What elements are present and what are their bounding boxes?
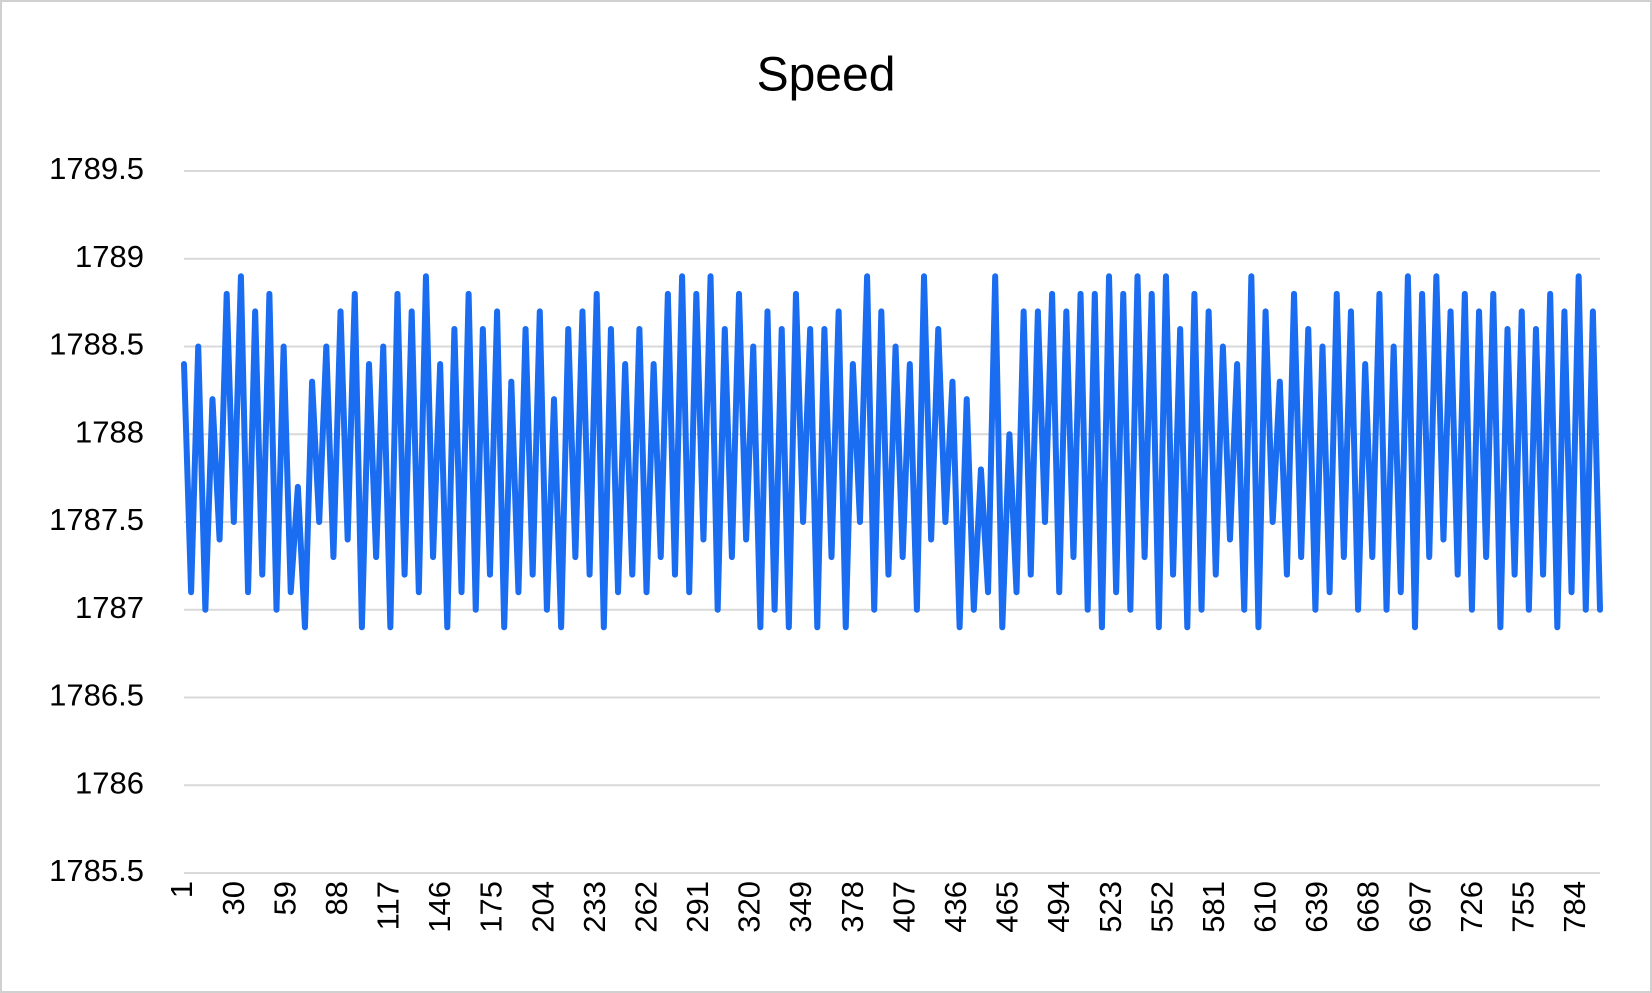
y-tick-label: 1788 bbox=[75, 414, 144, 449]
x-tick-label: 291 bbox=[680, 881, 715, 933]
x-tick-label: 523 bbox=[1093, 881, 1128, 933]
x-tick-label: 320 bbox=[732, 881, 767, 933]
y-tick-label: 1789.5 bbox=[49, 151, 144, 186]
x-tick-label: 755 bbox=[1505, 881, 1540, 933]
y-tick-label: 1787.5 bbox=[49, 502, 144, 537]
x-tick-label: 378 bbox=[835, 881, 870, 933]
x-tick-label: 494 bbox=[1041, 881, 1076, 933]
y-tick-label: 1786 bbox=[75, 765, 144, 800]
x-tick-label: 88 bbox=[319, 881, 354, 915]
x-tick-label: 349 bbox=[783, 881, 818, 933]
x-tick-label: 465 bbox=[990, 881, 1025, 933]
chart-title: Speed bbox=[757, 49, 896, 102]
x-tick-label: 639 bbox=[1299, 881, 1334, 933]
x-tick-label: 117 bbox=[371, 881, 406, 930]
data-line bbox=[181, 273, 1603, 631]
x-tick-label: 697 bbox=[1402, 881, 1437, 933]
y-tick-label: 1787 bbox=[75, 590, 144, 625]
x-tick-label: 1 bbox=[164, 881, 199, 898]
x-tick-label: 146 bbox=[422, 881, 457, 933]
x-tick-label: 552 bbox=[1144, 881, 1179, 933]
x-tick-label: 59 bbox=[267, 881, 302, 915]
y-tick-label: 1788.5 bbox=[49, 327, 144, 362]
x-tick-label: 233 bbox=[577, 881, 612, 933]
x-tick-label: 30 bbox=[216, 881, 251, 915]
x-tick-label: 581 bbox=[1196, 881, 1231, 933]
y-tick-label: 1785.5 bbox=[49, 853, 144, 888]
x-tick-label: 204 bbox=[525, 881, 560, 933]
x-tick-label: 668 bbox=[1351, 881, 1386, 933]
x-tick-label: 175 bbox=[474, 881, 509, 933]
x-tick-label: 436 bbox=[938, 881, 973, 933]
x-tick-label: 726 bbox=[1454, 881, 1489, 933]
y-tick-label: 1786.5 bbox=[49, 678, 144, 713]
x-tick-label: 407 bbox=[886, 881, 921, 933]
y-tick-label: 1789 bbox=[75, 239, 144, 274]
x-tick-label: 784 bbox=[1557, 881, 1592, 933]
x-tick-label: 610 bbox=[1248, 881, 1283, 933]
x-tick-label: 262 bbox=[628, 881, 663, 933]
